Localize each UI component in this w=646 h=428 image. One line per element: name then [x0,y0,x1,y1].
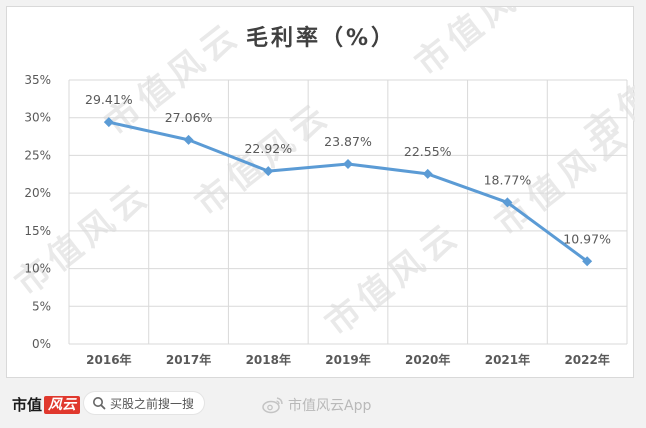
y-axis-ticks: 0% 5% 10% 15% 20% 25% 30% 35% [24,73,51,351]
y-tick-label: 20% [24,186,51,200]
data-labels-layer: 29.41% 27.06% 22.92% 23.87% 22.55% 18.77% 10.9… [85,92,611,246]
watermark-text: 市值风云 [578,24,635,154]
y-tick-label: 10% [24,262,51,276]
x-tick-label: 2018年 [246,352,291,367]
data-point [263,166,274,177]
data-label: 22.55% [404,144,452,159]
y-tick-label: 35% [24,73,51,87]
data-point [582,256,593,267]
watermark-text: 市值风云 [318,214,469,344]
weibo-watermark: 市值风云App [262,395,371,415]
x-tick-label: 2017年 [166,352,211,367]
data-label: 23.87% [324,134,372,149]
data-label: 18.77% [484,172,532,187]
x-tick-label: 2019年 [325,352,370,367]
brand-highlight: 风云 [44,395,81,414]
weibo-text: 市值风云App [288,398,372,414]
chart-title: 毛利率（%） [246,25,396,51]
data-point [103,117,114,128]
brand-logo: 市值 风云 [12,394,81,415]
y-tick-label: 5% [32,299,51,313]
data-label: 22.92% [244,141,292,156]
x-tick-label: 2016年 [86,352,131,367]
gridlines [68,79,628,345]
brand-text: 市值 [12,396,43,414]
x-tick-label: 2021年 [485,352,530,367]
x-tick-label: 2022年 [564,352,609,367]
data-point [343,158,353,169]
series-points-layer [103,117,593,267]
chart-card: 市值风云 市值风云 市值风云 市值风云 市值风云 市值风云 市值风云 毛利率（%） 0% 5%… [6,6,635,378]
data-label: 29.41% [85,92,133,107]
search-icon [92,396,106,410]
search-text: 买股之前搜一搜 [110,396,195,411]
y-tick-label: 15% [24,224,51,238]
data-label: 27.06% [165,110,213,125]
data-point [183,134,194,145]
y-tick-label: 0% [32,337,51,351]
x-tick-label: 2020年 [405,352,450,367]
weibo-icon [262,396,284,414]
data-point [502,197,513,208]
search-pill[interactable]: 买股之前搜一搜 [84,392,205,414]
data-point [422,168,433,179]
y-tick-label: 25% [24,148,51,162]
footer-bar: 市值 风云 买股之前搜一搜 市值风云App [0,382,646,428]
y-tick-label: 30% [24,111,51,125]
x-axis-ticks: 2016年 2017年 2018年 2019年 2020年 2021年 2022年 [86,352,610,367]
watermark-text: 市值风云 [408,7,559,84]
data-label: 10.97% [563,231,611,246]
